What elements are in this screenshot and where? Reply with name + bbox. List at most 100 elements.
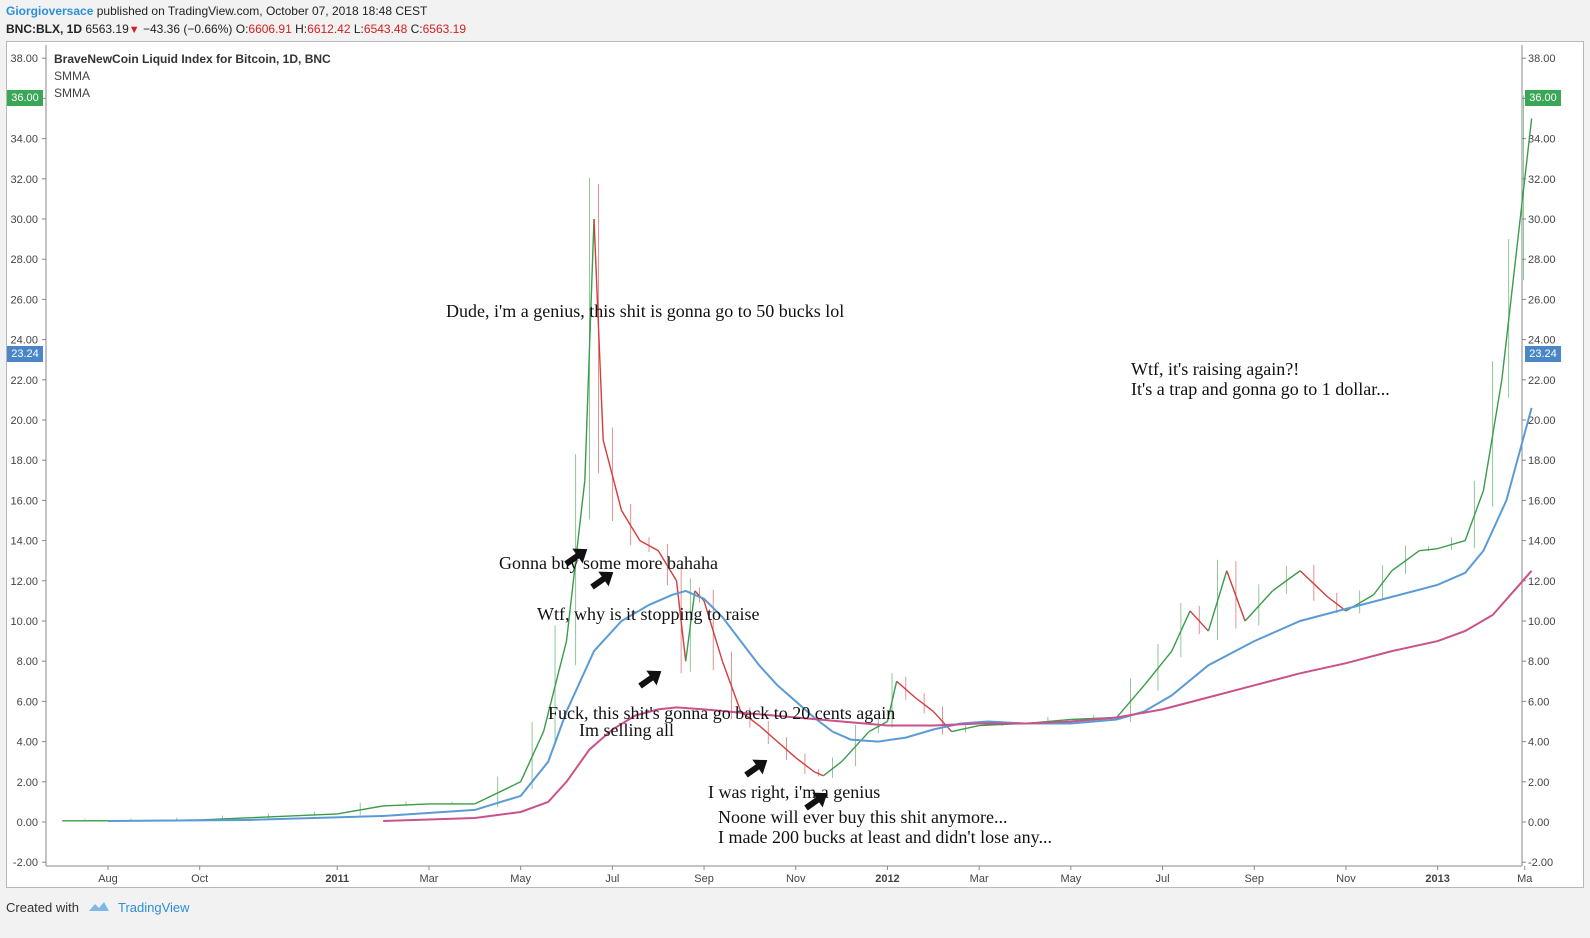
- y-tick-label-left: 30.00: [10, 214, 38, 226]
- annotation-genius: Dude, i'm a genius, this shit is gonna g…: [446, 301, 845, 321]
- y-tick-label-left: 8.00: [17, 656, 38, 668]
- y-tick-label-right: 2.00: [1528, 777, 1549, 789]
- y-tick-label-left: 28.00: [10, 254, 38, 266]
- y-tick-label-left: 12.00: [10, 576, 38, 588]
- annotation-raising-again: Wtf, it's raising again?!: [1131, 359, 1300, 379]
- y-tick-label-left: -2.00: [13, 857, 38, 869]
- y-tick-label-right: 12.00: [1528, 576, 1556, 588]
- arrow-icon: [804, 792, 828, 811]
- x-tick-label: Nov: [1336, 873, 1356, 885]
- y-tick-label-left: 34.00: [10, 134, 38, 146]
- y-tick-label-left: 26.00: [10, 294, 38, 306]
- legend-series-1[interactable]: SMMA: [54, 69, 90, 83]
- x-tick-label: Mar: [970, 873, 989, 885]
- price-change: −43.36 (−0.66%): [142, 22, 233, 36]
- publish-date: published on TradingView.com, October 07…: [96, 4, 428, 18]
- open-label: O:: [235, 22, 249, 36]
- x-tick-label: 2012: [875, 873, 899, 885]
- y-tick-label-left: 22.00: [10, 375, 38, 387]
- sma-line-2: [383, 570, 1533, 822]
- y-tick-label-right: 4.00: [1528, 737, 1549, 749]
- x-tick-label: May: [1060, 873, 1081, 885]
- y-tick-label-right: 30.00: [1528, 214, 1556, 226]
- down-arrow-icon: ▼: [128, 24, 140, 36]
- annotation-back-to-20-cents: Fuck, this shit's gonna go back to 20 ce…: [548, 703, 896, 723]
- footer: Created with TradingView: [6, 900, 190, 915]
- y-tick-label-right: 24.00: [1528, 335, 1556, 347]
- moving-averages: [107, 407, 1533, 822]
- y-tick-label-left: 18.00: [10, 455, 38, 467]
- y-tick-label-right: -2.00: [1528, 857, 1553, 869]
- publish-info: Giorgioversace published on TradingView.…: [6, 3, 427, 19]
- axes: 38.0038.0036.0036.0034.0034.0032.0032.00…: [10, 45, 1556, 885]
- annotation-stopping: Wtf, why is it stopping to raise: [537, 604, 760, 624]
- y-tick-label-right: 28.00: [1528, 254, 1556, 266]
- x-tick-label: Aug: [98, 873, 118, 885]
- y-tick-label-right: 10.00: [1528, 616, 1556, 628]
- y-tick-label-left: 0.00: [17, 817, 38, 829]
- annotation-trap: It's a trap and gonna go to 1 dollar...: [1131, 379, 1390, 399]
- annotation-200-bucks: I made 200 bucks at least and didn't los…: [718, 827, 1052, 847]
- annotation-noone-buy: Noone will ever buy this shit anymore...: [718, 807, 1008, 827]
- y-tick-label-right: 16.00: [1528, 495, 1556, 507]
- annotation-arrows: [564, 548, 828, 811]
- y-tick-label-right: 14.00: [1528, 536, 1556, 548]
- y-tick-label-left: 20.00: [10, 415, 38, 427]
- x-tick-label: Sep: [694, 873, 714, 885]
- close-label: C:: [410, 22, 423, 36]
- ma-price-tag-right: 23.24: [1525, 346, 1561, 362]
- legend-series-2[interactable]: SMMA: [54, 86, 90, 100]
- last-price: 6563.19: [85, 22, 129, 36]
- y-tick-label-left: 4.00: [17, 737, 38, 749]
- annotation-buy-more: Gonna buy some more bahaha: [499, 553, 718, 573]
- author-link[interactable]: Giorgioversace: [6, 4, 94, 18]
- last-price-tag-left: 36.00: [7, 90, 43, 106]
- y-tick-label-left: 6.00: [17, 696, 38, 708]
- y-tick-label-right: 32.00: [1528, 174, 1556, 186]
- x-tick-label: 2011: [325, 873, 349, 885]
- y-tick-label-right: 26.00: [1528, 294, 1556, 306]
- y-tick-label-left: 10.00: [10, 616, 38, 628]
- arrow-icon: [564, 548, 588, 567]
- low-label: L:: [353, 22, 364, 36]
- x-tick-label: Jul: [1156, 873, 1170, 885]
- y-tick-label-left: 24.00: [10, 335, 38, 347]
- y-tick-label-right: 18.00: [1528, 455, 1556, 467]
- y-tick-label-right: 0.00: [1528, 817, 1549, 829]
- x-tick-label: 2013: [1425, 873, 1449, 885]
- x-tick-label: Ma: [1517, 873, 1533, 885]
- y-tick-label-right: 38.00: [1528, 53, 1556, 65]
- chart-frame[interactable]: [6, 41, 1584, 888]
- arrow-icon: [590, 571, 614, 590]
- y-tick-label-right: 8.00: [1528, 656, 1549, 668]
- last-price-tag-right: 36.00: [1525, 90, 1561, 106]
- x-tick-label: May: [510, 873, 531, 885]
- sma-line-1: [107, 407, 1533, 822]
- x-tick-label: Sep: [1244, 873, 1264, 885]
- y-tick-label-left: 2.00: [17, 777, 38, 789]
- arrow-icon: [638, 670, 662, 689]
- ohlc-readout: BNC:BLX, 1D 6563.19▼ −43.36 (−0.66%) O:6…: [6, 21, 466, 38]
- low-value: 6543.48: [363, 22, 408, 36]
- y-tick-label-right: 6.00: [1528, 696, 1549, 708]
- x-tick-label: Jul: [605, 873, 619, 885]
- y-tick-label-right: 34.00: [1528, 134, 1556, 146]
- annotation-selling-all: Im selling all: [579, 720, 674, 740]
- arrow-icon: [744, 759, 768, 778]
- y-tick-label-left: 32.00: [10, 174, 38, 186]
- close-value: 6563.19: [422, 22, 467, 36]
- legend-title[interactable]: BraveNewCoin Liquid Index for Bitcoin, 1…: [54, 52, 331, 66]
- y-tick-label-right: 22.00: [1528, 375, 1556, 387]
- high-value: 6612.42: [307, 22, 351, 36]
- tradingview-link[interactable]: TradingView: [118, 900, 190, 915]
- y-tick-label-left: 16.00: [10, 495, 38, 507]
- y-tick-label-right: 20.00: [1528, 415, 1556, 427]
- created-with-label: Created with: [6, 900, 79, 915]
- annotation-i-was-right: I was right, i'm a genius: [708, 782, 881, 802]
- y-tick-label-left: 38.00: [10, 53, 38, 65]
- high-label: H:: [295, 22, 308, 36]
- open-value: 6606.91: [248, 22, 292, 36]
- symbol-label: BNC:BLX, 1D: [6, 22, 83, 36]
- tradingview-logo-icon: [88, 902, 109, 911]
